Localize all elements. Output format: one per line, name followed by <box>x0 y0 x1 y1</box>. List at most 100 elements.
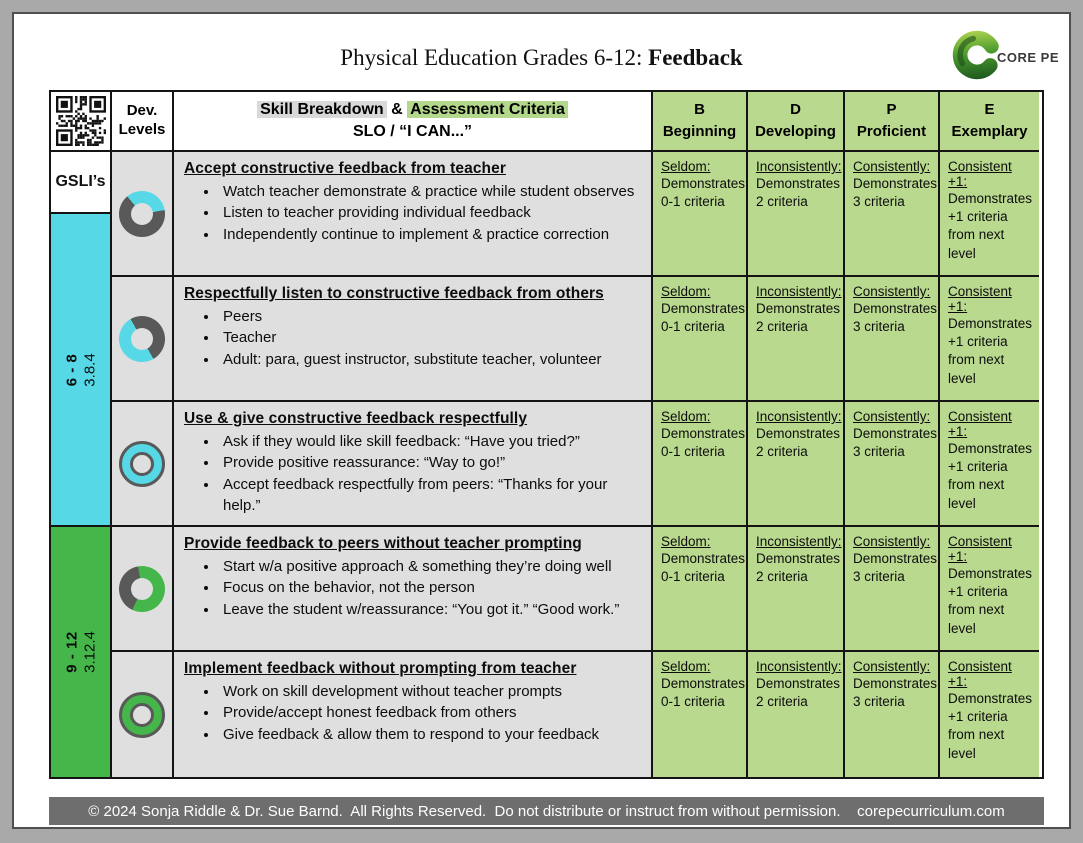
progress-donut-icon <box>119 315 165 362</box>
skill-bullet: Watch teacher demonstrate & practice whi… <box>219 181 641 202</box>
criteria-text: Demonstrates +1 criteria from next level <box>948 691 1033 761</box>
donut-hole <box>131 202 153 225</box>
criteria-label: Inconsistently: <box>756 534 842 549</box>
criteria-cell-exemplary: Consistent +1: Demonstrates +1 criteria f… <box>940 402 1039 527</box>
qr-code-cell <box>51 92 112 152</box>
skill-bullet: Adult: para, guest instructor, substitut… <box>219 349 641 370</box>
core-pe-logo-text: CORE PE <box>996 50 1059 65</box>
criteria-text: Demonstrates 0-1 criteria <box>661 301 746 335</box>
skill-bullet: Provide/accept honest feedback from othe… <box>219 702 641 723</box>
rubric-grid: Dev. Levels Skill Breakdown & Assessment… <box>112 92 1039 777</box>
criteria-cell-beginning: Seldom: Demonstrates 0-1 criteria <box>653 652 748 777</box>
criteria-label: Inconsistently: <box>756 159 842 174</box>
skill-cell: Provide feedback to peers without teache… <box>174 527 653 652</box>
criteria-text: Demonstrates +1 criteria from next level <box>948 566 1033 636</box>
criteria-text: Demonstrates 0-1 criteria <box>661 426 746 460</box>
level-code: B <box>694 101 705 119</box>
criteria-cell-exemplary: Consistent +1: Demonstrates +1 criteria f… <box>940 277 1039 402</box>
level-name: Beginning <box>662 123 737 140</box>
grade-band-6-8-text: 6 - 8 3.8.4 <box>63 353 98 386</box>
skill-bullet: Ask if they would like skill feedback: “… <box>219 431 641 452</box>
header-level-proficient: P Proficient <box>845 92 940 152</box>
header-level-developing: D Developing <box>748 92 845 152</box>
criteria-cell-proficient: Consistently: Demonstrates 3 criteria <box>845 527 940 652</box>
copyright-footer: © 2024 Sonja Riddle & Dr. Sue Barnd. All… <box>49 797 1044 825</box>
header-level-exemplary: E Exemplary <box>940 92 1039 152</box>
progress-donut-icon <box>119 691 165 738</box>
level-name: Proficient <box>856 123 927 140</box>
criteria-cell-beginning: Seldom: Demonstrates 0-1 criteria <box>653 277 748 402</box>
skill-bullet: Work on skill development without teache… <box>219 681 641 702</box>
criteria-label: Seldom: <box>661 159 711 174</box>
grade-band-6-8: 6 - 8 3.8.4 <box>51 214 112 527</box>
grade-band-9-12-text: 9 - 12 3.12.4 <box>63 631 98 673</box>
criteria-cell-beginning: Seldom: Demonstrates 0-1 criteria <box>653 152 748 277</box>
skill-title: Implement feedback without prompting fro… <box>184 660 577 677</box>
criteria-cell-developing: Inconsistently: Demonstrates 2 criteria <box>748 527 845 652</box>
skill-bullet: Leave the student w/reassurance: “You go… <box>219 599 641 620</box>
assessment-criteria-highlight: Assessment Criteria <box>407 100 568 118</box>
header-skill-breakdown: Skill Breakdown & Assessment Criteria SL… <box>174 92 653 152</box>
criteria-cell-proficient: Consistently: Demonstrates 3 criteria <box>845 152 940 277</box>
criteria-cell-exemplary: Consistent +1: Demonstrates +1 criteria f… <box>940 652 1039 777</box>
criteria-label: Consistently: <box>853 159 931 174</box>
criteria-label: Consistent +1: <box>948 534 1012 564</box>
skill-header-line1: Skill Breakdown & Assessment Criteria <box>257 99 568 121</box>
grade-range-label: 9 - 12 <box>63 631 80 673</box>
skill-bullet: Independently continue to implement & pr… <box>219 224 641 245</box>
level-name: Exemplary <box>951 123 1028 140</box>
skill-bullet: Peers <box>219 306 641 327</box>
skill-title: Provide feedback to peers without teache… <box>184 535 582 552</box>
donut-hole <box>131 577 153 600</box>
criteria-text: Demonstrates +1 criteria from next level <box>948 191 1033 261</box>
standard-code-label: 3.12.4 <box>81 631 98 673</box>
criteria-label: Seldom: <box>661 284 711 299</box>
skill-bullet: Listen to teacher providing individual f… <box>219 202 641 223</box>
skill-bullets: Start w/a positive approach & something … <box>184 556 641 620</box>
progress-donut-icon <box>119 440 165 487</box>
criteria-label: Consistently: <box>853 534 931 549</box>
progress-donut-icon <box>119 190 165 237</box>
page-title-topic: Feedback <box>648 45 743 70</box>
skill-breakdown-highlight: Skill Breakdown <box>257 100 387 118</box>
ampersand-text: & <box>386 100 408 118</box>
progress-donut-cell <box>112 402 174 527</box>
criteria-label: Seldom: <box>661 534 711 549</box>
skill-title: Accept constructive feedback from teache… <box>184 160 506 177</box>
skill-bullet: Give feedback & allow them to respond to… <box>219 724 641 745</box>
criteria-cell-exemplary: Consistent +1: Demonstrates +1 criteria f… <box>940 152 1039 277</box>
skill-bullet: Teacher <box>219 327 641 348</box>
page-title-prefix: Physical Education Grades 6-12: <box>340 45 649 70</box>
level-code: P <box>886 101 897 119</box>
criteria-label: Inconsistently: <box>756 284 842 299</box>
criteria-cell-developing: Inconsistently: Demonstrates 2 criteria <box>748 152 845 277</box>
criteria-label: Inconsistently: <box>756 409 842 424</box>
core-pe-logo-icon <box>950 28 1004 87</box>
dev-levels-label: Dev. Levels <box>118 102 166 138</box>
criteria-cell-beginning: Seldom: Demonstrates 0-1 criteria <box>653 402 748 527</box>
level-code: D <box>790 101 801 119</box>
criteria-text: Demonstrates 3 criteria <box>853 176 938 210</box>
criteria-cell-developing: Inconsistently: Demonstrates 2 criteria <box>748 277 845 402</box>
header-level-beginning: B Beginning <box>653 92 748 152</box>
criteria-label: Consistently: <box>853 659 931 674</box>
skill-bullet: Start w/a positive approach & something … <box>219 556 641 577</box>
criteria-label: Consistently: <box>853 284 931 299</box>
criteria-label: Consistent +1: <box>948 659 1012 689</box>
skill-bullet: Accept feedback respectfully from peers:… <box>219 474 641 517</box>
skill-cell: Respectfully listen to constructive feed… <box>174 277 653 402</box>
criteria-cell-developing: Inconsistently: Demonstrates 2 criteria <box>748 402 845 527</box>
criteria-cell-proficient: Consistently: Demonstrates 3 criteria <box>845 652 940 777</box>
core-pe-logo: CORE PE <box>950 28 1059 87</box>
header-dev-levels: Dev. Levels <box>112 92 174 152</box>
criteria-text: Demonstrates 3 criteria <box>853 426 938 460</box>
rubric-table: GSLI’s 6 - 8 3.8.4 9 - 12 3.12.4 Dev. Le… <box>49 90 1044 779</box>
qr-code <box>55 96 106 146</box>
criteria-text: Demonstrates 3 criteria <box>853 551 938 585</box>
criteria-text: Demonstrates +1 criteria from next level <box>948 441 1033 511</box>
criteria-text: Demonstrates 2 criteria <box>756 176 841 210</box>
criteria-text: Demonstrates 2 criteria <box>756 551 841 585</box>
skill-title: Use & give constructive feedback respect… <box>184 410 528 427</box>
standard-code-label: 3.8.4 <box>81 352 98 387</box>
criteria-label: Consistently: <box>853 409 931 424</box>
